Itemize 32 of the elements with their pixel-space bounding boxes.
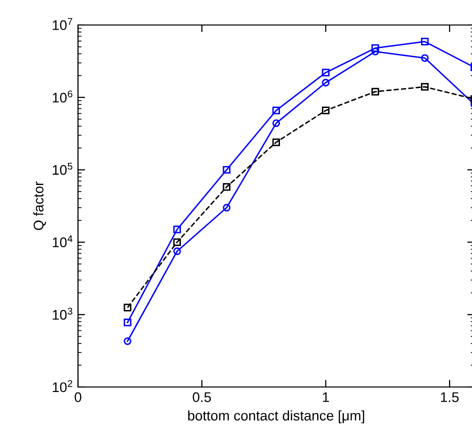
y-tick-label: 10$^{3}$ [52, 308, 72, 320]
point [371, 44, 380, 52]
point [124, 304, 132, 312]
point [322, 68, 330, 76]
x-tick-label: 1.5 [440, 392, 459, 402]
point [124, 318, 132, 326]
y-tick-label: 10$^{6}$ [52, 90, 72, 103]
point [322, 106, 330, 114]
y-axis-title: Q factor [33, 182, 46, 230]
point [124, 337, 132, 345]
x-tick-label: 1 [322, 392, 329, 402]
x-tick-label: 0 [74, 392, 82, 402]
point [420, 83, 429, 91]
point [173, 238, 181, 246]
x-tick-label: 0.5 [192, 392, 211, 402]
point [222, 204, 230, 212]
point [420, 54, 429, 62]
point [272, 138, 280, 146]
y-tick-label: 10$^{2}$ [52, 380, 72, 392]
point [173, 247, 181, 256]
point [173, 226, 181, 234]
y-tick-label: 10$^{4}$ [52, 235, 72, 248]
x-axis-title: bottom contact distance [μm] [188, 410, 364, 424]
point [222, 183, 230, 191]
point [272, 119, 280, 128]
point [222, 166, 230, 174]
point [272, 106, 280, 114]
point [420, 38, 429, 46]
point [322, 78, 330, 86]
y-tick-label: 10$^{5}$ [52, 162, 72, 175]
point [371, 88, 380, 96]
y-tick-label: 10$^{7}$ [52, 18, 72, 30]
